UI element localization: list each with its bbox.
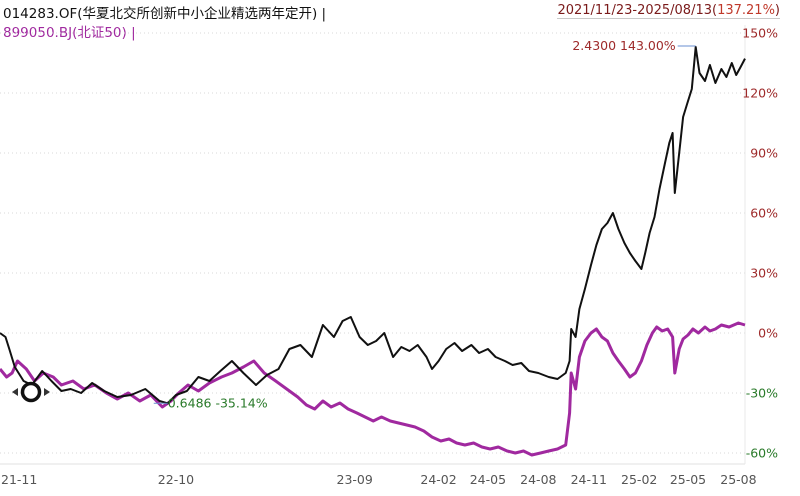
drag-left-arrow-icon xyxy=(12,388,18,396)
index-series-line xyxy=(0,321,746,457)
drag-handle-circle xyxy=(20,381,42,403)
y-tick-label: 30% xyxy=(750,266,778,281)
date-range-selector[interactable]: 2021/11/23-2025/08/13(137.21%) xyxy=(557,3,780,19)
y-tick-label: -30% xyxy=(746,386,778,401)
x-tick-label: 24-11 xyxy=(571,472,607,487)
y-tick-label: 60% xyxy=(750,206,778,221)
low-annotation: 0.6486 -35.14% xyxy=(168,395,268,410)
x-tick-label: 24-02 xyxy=(420,472,456,487)
range-return-value: 137.21% xyxy=(717,3,775,18)
x-tick-label: 21-11 xyxy=(1,472,37,487)
x-tick-label: 25-08 xyxy=(720,472,756,487)
fund-series-line xyxy=(0,46,746,405)
index-legend: 899050.BJ(北证50) | xyxy=(3,25,136,41)
y-tick-label: 0% xyxy=(758,326,778,341)
fund-legend: 014283.OF(华夏北交所创新中小企业精选两年定开) | xyxy=(3,6,327,22)
x-tick-label: 24-08 xyxy=(520,472,556,487)
drag-right-arrow-icon xyxy=(44,388,50,396)
x-tick-label: 24-05 xyxy=(470,472,506,487)
y-tick-label: -60% xyxy=(746,446,778,461)
high-annotation: 2.4300 143.00% xyxy=(572,38,675,53)
x-tick-label: 22-10 xyxy=(158,472,194,487)
y-tick-label: 90% xyxy=(750,146,778,161)
x-tick-label: 25-05 xyxy=(670,472,706,487)
date-range-close: ) xyxy=(774,3,780,18)
x-tick-label: 23-09 xyxy=(337,472,373,487)
y-tick-label: 120% xyxy=(742,86,778,101)
date-range-text: 2021/11/23-2025/08/13( xyxy=(557,3,718,18)
x-tick-label: 25-02 xyxy=(621,472,657,487)
y-tick-label: 150% xyxy=(742,26,778,41)
